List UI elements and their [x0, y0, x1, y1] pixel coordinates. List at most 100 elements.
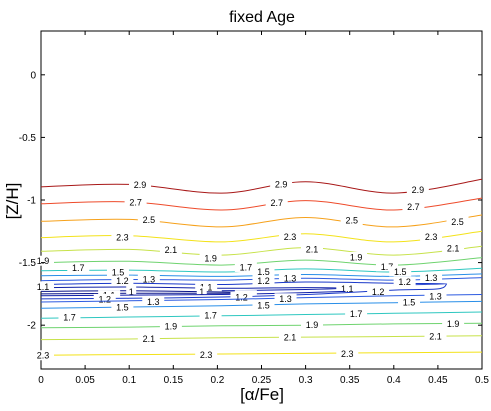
- contour-label: 1.3: [425, 273, 438, 283]
- contour-label: 2.7: [407, 202, 420, 212]
- contour-label-bg: [137, 273, 160, 284]
- contour-label: 1.5: [257, 301, 270, 311]
- contour-label-bg: [424, 290, 447, 301]
- contour-line-13: [40, 283, 448, 300]
- contour-label-bg: [252, 266, 275, 277]
- contour-label: 1.5: [116, 303, 129, 313]
- contour-label: 1.9: [350, 252, 363, 262]
- y-axis-label: [Z/H]: [3, 183, 22, 220]
- y-tick-label: -2: [27, 321, 36, 332]
- contour-label: 1.5: [257, 267, 270, 277]
- contour-label-bg: [406, 184, 429, 195]
- x-tick-label: 0.35: [340, 375, 360, 386]
- contour-label: 1.7: [204, 311, 217, 321]
- contour-label-bg: [389, 266, 412, 277]
- chart-title: fixed Age: [229, 9, 295, 26]
- x-tick-label: 0.05: [75, 375, 95, 386]
- y-tick-label: -1.5: [19, 258, 37, 269]
- x-tick-label: 0.15: [164, 375, 184, 386]
- contour-label-bg: [58, 312, 81, 323]
- contour-label: 2.1: [143, 334, 156, 344]
- contour-label: 2.1: [284, 333, 297, 343]
- contour-label-bg: [199, 310, 222, 321]
- contour-label-bg: [32, 255, 54, 266]
- contour-label-bg: [345, 308, 368, 319]
- contour-label-bg: [142, 296, 165, 307]
- contour-label: 2.7: [270, 198, 283, 208]
- contour-line-2: [40, 214, 483, 228]
- contour-label: 2.3: [116, 232, 129, 242]
- contour-label-bg: [442, 318, 465, 329]
- contour-label: 2.3: [200, 350, 213, 360]
- x-tick-label: 0.5: [475, 375, 489, 386]
- contour-label: 1: [129, 287, 134, 297]
- contour-label: 2.3: [425, 232, 438, 242]
- y-axis-ticks: 0 -0.5 -1 -1.5 -2: [19, 70, 482, 332]
- contour-label: 2.5: [345, 216, 358, 226]
- contour-label: 1.2: [372, 287, 385, 297]
- contour-label-bg: [126, 286, 137, 297]
- contour-label: 1.9: [306, 320, 319, 330]
- y-tick-label: 0: [30, 70, 36, 81]
- x-axis-label: [α/Fe]: [240, 385, 284, 404]
- contour-label-bg: [278, 273, 301, 284]
- contour-line-4: [40, 245, 483, 256]
- contour-label: 1.9: [37, 256, 50, 266]
- contour-label-bg: [274, 293, 297, 304]
- contour-label-bg: [234, 261, 257, 272]
- contour-label-bg: [137, 333, 160, 344]
- contour-line-0: [40, 178, 483, 194]
- contour-label-bg: [137, 214, 160, 225]
- contour-label-bg: [402, 201, 425, 212]
- contour-label: 1.5: [403, 298, 416, 308]
- contour-label-bg: [336, 283, 359, 294]
- contour-label-bg: [420, 231, 443, 242]
- contour-label: 2.5: [451, 217, 464, 227]
- contour-label: 2.1: [306, 244, 319, 254]
- contour-label-bg: [159, 320, 182, 331]
- contour-label: 1.2: [98, 294, 111, 304]
- contour-label: 1.2: [116, 276, 129, 286]
- contour-line-5: [40, 257, 483, 266]
- contour-label: 2.9: [134, 180, 147, 190]
- contour-label-bg: [230, 292, 253, 303]
- contour-label: 1.7: [240, 262, 253, 272]
- contour-label-bg: [278, 231, 301, 242]
- contour-label: 2.1: [429, 331, 442, 341]
- contour-label-bg: [301, 243, 324, 254]
- contour-line-18: [40, 335, 483, 341]
- contour-label: 2.1: [447, 244, 460, 254]
- contour-label: 1.2: [235, 293, 248, 303]
- contour-label-bg: [111, 275, 134, 286]
- contour-label-bg: [111, 231, 134, 242]
- contour-line-14: [40, 294, 483, 303]
- contour-label: 1.3: [284, 274, 297, 284]
- contour-label: 1.7: [350, 309, 363, 319]
- contour-label: 1.7: [63, 313, 76, 323]
- y-tick-label: -1: [27, 196, 36, 207]
- contour-line-17: [40, 322, 483, 329]
- contour-label-bg: [106, 266, 129, 277]
- contour-label: 2.1: [165, 245, 178, 255]
- contour-label-bg: [367, 286, 390, 297]
- contour-label-bg: [124, 196, 147, 207]
- contour-label: 1.7: [72, 263, 85, 273]
- contour-lines: 2.9 2.92.92.7 2.7 2.72.5 2.5 2.52.3 2.3 2.32.1 2…: [32, 178, 483, 361]
- contour-label-bg: [393, 276, 416, 287]
- contour-label-bg: [196, 286, 207, 297]
- contour-label-bg: [252, 275, 275, 286]
- contour-label-bg: [345, 251, 368, 262]
- x-tick-label: 0.25: [252, 375, 272, 386]
- contour-label-bg: [32, 281, 54, 292]
- contour-label-bg: [265, 197, 288, 208]
- contour-label: 1.9: [204, 254, 217, 264]
- contour-label-bg: [32, 350, 54, 361]
- contour-label: 1.3: [429, 291, 442, 301]
- x-tick-label: 0.4: [387, 375, 401, 386]
- contour-label-bg: [195, 349, 218, 360]
- x-axis-ticks: 0 0.05 0.1 0.15 0.2 0.25 0.3 0.35 0.4 0.45 0.5: [38, 31, 489, 386]
- contour-label-bg: [278, 332, 301, 343]
- contour-label: 2.5: [143, 215, 156, 225]
- contour-label-bg: [199, 253, 222, 264]
